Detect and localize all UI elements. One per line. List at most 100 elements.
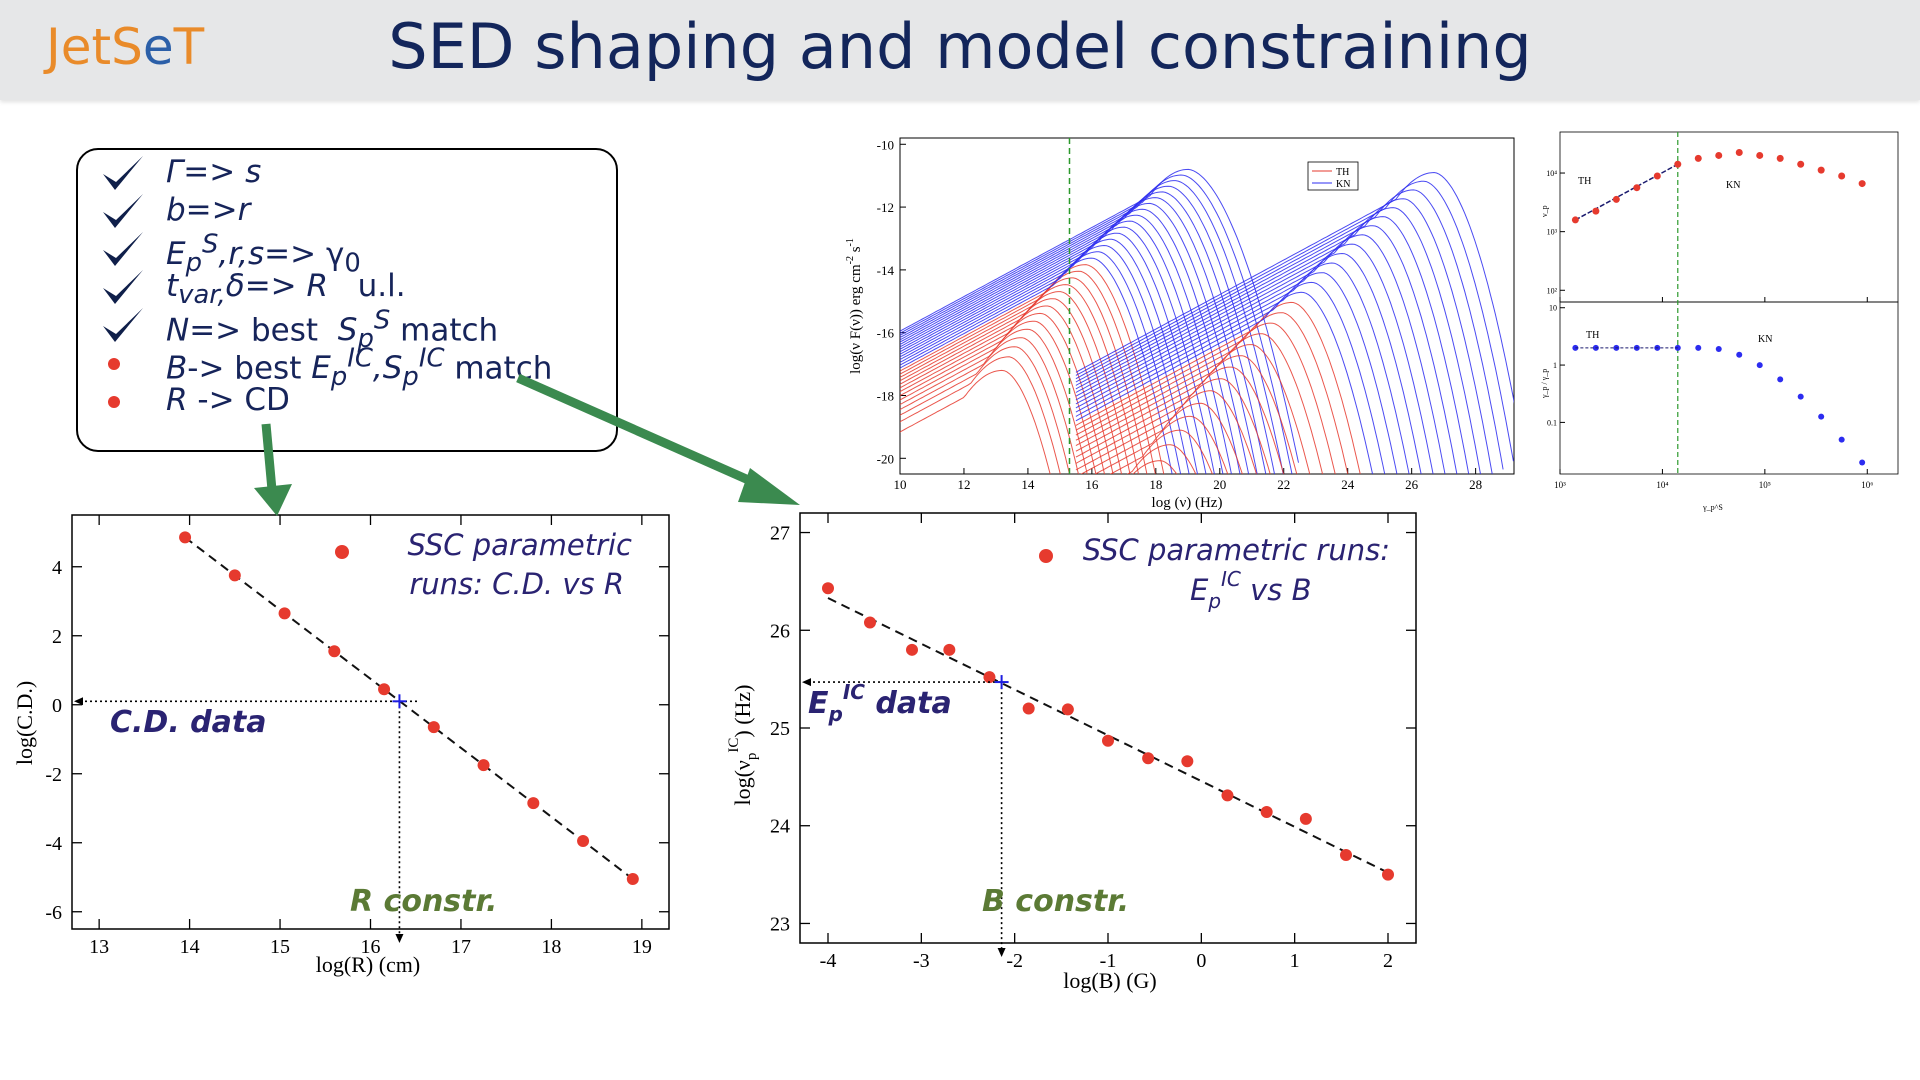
y-tick-label: 10² <box>1547 286 1558 295</box>
data-point <box>1695 344 1702 351</box>
jetset-logo: JetSeT <box>46 18 205 76</box>
data-point <box>427 721 440 734</box>
x-tick-label: 10⁵ <box>1759 480 1771 490</box>
checklist-item: Γ=> s <box>166 154 262 190</box>
x-tick-label: 17 <box>451 936 471 958</box>
y-tick-label: 1 <box>1553 361 1557 370</box>
sed-curve <box>1075 180 1514 462</box>
sed-curve <box>1075 333 1324 474</box>
arrow-head <box>802 678 811 687</box>
data-point <box>577 835 590 848</box>
sed-curve <box>1075 390 1257 474</box>
sed-curve <box>900 180 1284 474</box>
data-point <box>1756 362 1763 369</box>
sed-curve <box>900 320 1097 474</box>
x-tick-label: -2 <box>1006 950 1023 972</box>
sed-curve <box>900 337 1079 474</box>
data-point <box>1102 734 1114 747</box>
data-point <box>943 643 956 656</box>
x-tick-label: 19 <box>632 936 652 958</box>
sed-curve <box>900 251 1182 474</box>
x-tick-label: 16 <box>1085 477 1099 492</box>
data-point <box>1299 812 1312 825</box>
y-tick-label: -16 <box>877 326 895 341</box>
data-point <box>906 643 918 656</box>
y-axis-label: log(C.D.) <box>12 681 37 765</box>
checklist-item: R -> CD <box>166 382 290 418</box>
checklist-item: tvar,δ=> R u.l. <box>166 268 406 311</box>
y-tick-label: -4 <box>45 833 62 855</box>
x-tick-label: 10⁴ <box>1656 480 1668 490</box>
kn-label: KN <box>1758 334 1772 345</box>
sed-curve <box>900 168 1299 463</box>
sed-curve <box>1075 366 1285 474</box>
x-tick-label: 20 <box>1213 477 1226 492</box>
data-point <box>1221 789 1234 802</box>
sed-curve <box>1075 198 1493 474</box>
checkmark-icon <box>103 270 143 304</box>
checkmark-icon <box>103 308 143 342</box>
sed-curve <box>900 226 1215 474</box>
data-point <box>179 531 192 544</box>
x-tick-label: 24 <box>1341 477 1355 492</box>
sed-curve <box>900 312 1105 474</box>
data-point <box>1653 172 1661 180</box>
y-tick-label: 4 <box>52 557 62 579</box>
checkmark-path <box>103 194 143 228</box>
bullet-dot <box>108 358 120 370</box>
x-tick-label: -1 <box>1100 950 1117 972</box>
checkmark-path <box>103 156 143 190</box>
data-point <box>378 683 391 696</box>
data-point <box>1797 160 1805 168</box>
x-tick-label: 14 <box>1021 477 1034 492</box>
ep-data-label: EpIC data <box>808 680 952 726</box>
data-point <box>477 759 490 772</box>
data-point <box>527 797 540 810</box>
y-tick-label: -2 <box>45 764 62 786</box>
y-tick-label: 26 <box>770 620 790 642</box>
data-point <box>1674 160 1682 168</box>
x-tick-label: 14 <box>180 936 200 958</box>
sed-curve <box>900 208 1241 474</box>
y-tick-label: -18 <box>877 388 894 403</box>
data-point <box>1776 154 1784 162</box>
sed-curve <box>1075 216 1470 474</box>
y-tick-label: 10³ <box>1547 228 1558 237</box>
y-tick-label: 24 <box>770 816 790 838</box>
checklist-item: B-> best EpIC,SpIC match <box>166 344 553 393</box>
sed-curve <box>900 346 1071 474</box>
sed-curve <box>900 369 1051 474</box>
y-tick-label: -20 <box>877 451 894 466</box>
y-tick-label: 2 <box>52 626 62 648</box>
x-tick-label: 10⁶ <box>1861 480 1873 490</box>
data-point <box>1838 436 1845 443</box>
data-point <box>1859 459 1866 466</box>
data-point <box>1818 413 1825 420</box>
checkmark-path <box>103 308 143 342</box>
data-point <box>1571 216 1579 224</box>
data-point <box>1817 166 1825 174</box>
sed-curve <box>1132 460 1178 474</box>
data-point <box>822 582 834 595</box>
y-tick-label: 27 <box>770 523 790 545</box>
bullet-dot <box>108 396 120 408</box>
sed-curve <box>900 191 1267 474</box>
legend-text: EpIC vs B <box>1190 567 1312 613</box>
th-label: TH <box>1578 176 1591 187</box>
sed-curve <box>900 356 1061 474</box>
y-axis-label: ν_p <box>1540 205 1549 217</box>
b-constraint-label: B constr. <box>982 884 1129 919</box>
x-tick-label: 0 <box>1196 950 1206 972</box>
sed-curve <box>1075 225 1458 474</box>
data-point <box>1736 351 1743 358</box>
sed-curve <box>900 291 1131 474</box>
sed-curve <box>900 202 1250 474</box>
legend-marker <box>1039 549 1053 563</box>
data-point <box>1612 195 1620 203</box>
checkmark-icon <box>103 194 143 228</box>
data-point <box>1142 752 1155 765</box>
x-tick-label: 13 <box>89 936 109 958</box>
data-point <box>1715 346 1722 353</box>
data-point <box>1735 149 1743 157</box>
sed-curve <box>1075 291 1374 474</box>
